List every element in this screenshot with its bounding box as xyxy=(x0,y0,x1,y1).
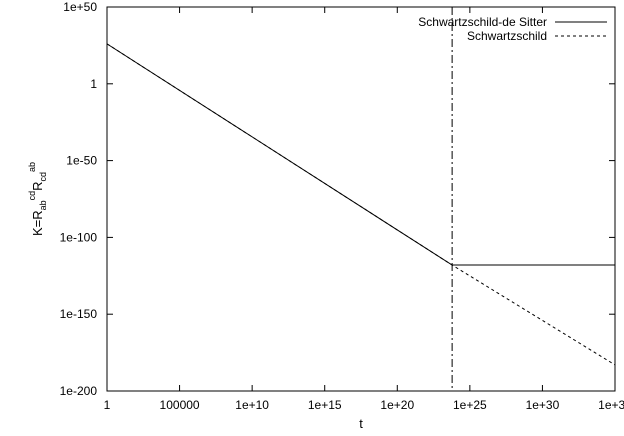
y-tick-label: 1e-150 xyxy=(60,307,98,321)
series-layer xyxy=(106,43,616,366)
x-tick-label: 1e+25 xyxy=(453,398,487,412)
x-tick-label: 1 xyxy=(104,398,111,412)
plot-frame xyxy=(106,6,616,392)
x-tick-label: 1e+10 xyxy=(235,398,269,412)
y-axis-title: K=RabcdRcdab xyxy=(27,162,48,236)
y-tick-label: 1e+50 xyxy=(63,0,97,14)
legend-label-s: Schwartzschild xyxy=(467,29,547,43)
axis-ticks xyxy=(106,6,616,392)
legend: Schwartzschild-de Sitter Schwartzschild xyxy=(418,15,607,43)
x-tick-labels: 1 100000 1e+10 1e+15 1e+20 1e+25 1e+30 1e+35 xyxy=(104,398,624,412)
y-tick-label: 1e-50 xyxy=(66,154,97,168)
y-tick-label: 1e-100 xyxy=(60,230,98,244)
series-line-schwartzschild xyxy=(106,43,616,366)
y-tick-label: 1e-200 xyxy=(60,384,98,398)
x-tick-label: 1e+35 xyxy=(598,398,624,412)
x-tick-label: 100000 xyxy=(160,398,200,412)
y-tick-label: 1 xyxy=(90,77,97,91)
series-line-schwartzschild-de-sitter xyxy=(106,43,615,266)
x-tick-label: 1e+20 xyxy=(380,398,414,412)
legend-label-sds: Schwartzschild-de Sitter xyxy=(418,15,547,29)
x-axis-title: t xyxy=(359,416,363,431)
x-tick-label: 1e+15 xyxy=(308,398,342,412)
x-tick-label: 1e+30 xyxy=(526,398,560,412)
y-tick-labels: 1e+50 1 1e-50 1e-100 1e-150 1e-200 xyxy=(60,0,98,398)
